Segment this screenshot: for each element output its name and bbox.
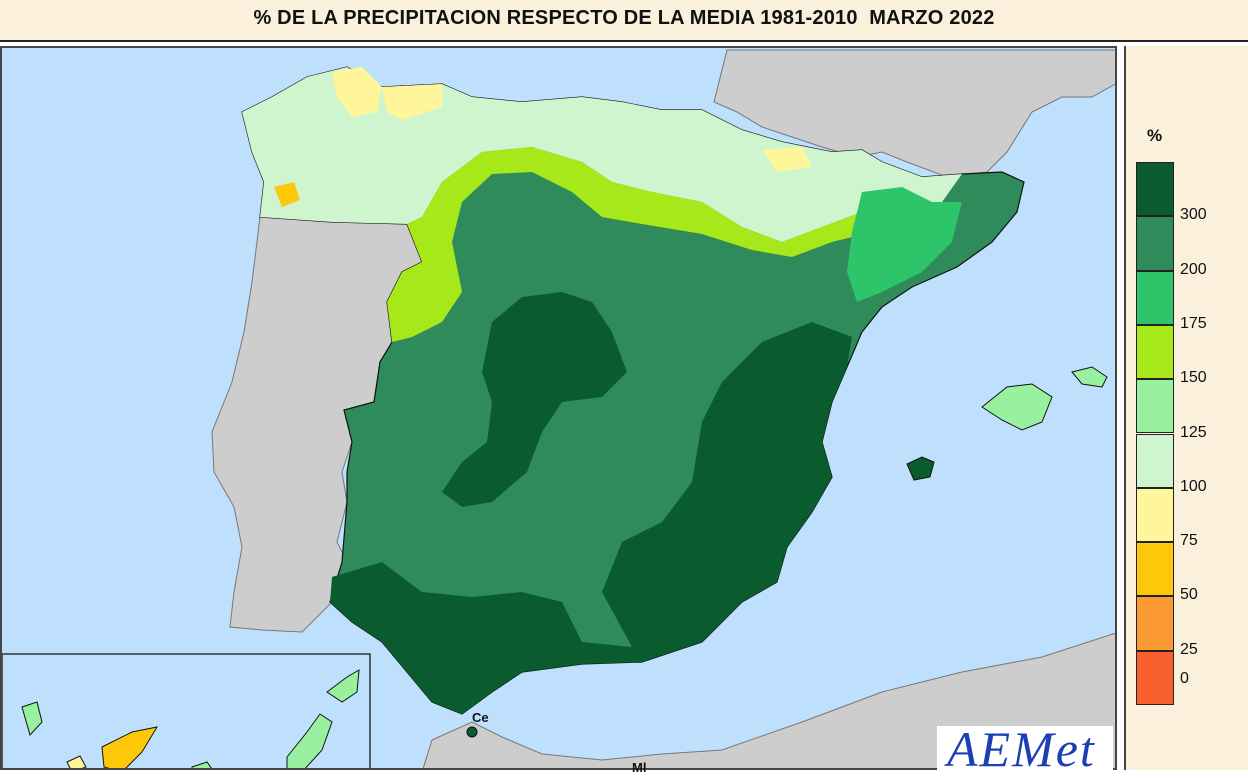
legend-label: 125 [1180,423,1207,441]
zone-75-navarra [762,147,812,172]
island-menorca [1071,366,1108,388]
legend-label: 150 [1180,369,1207,387]
island-ibiza [906,456,935,481]
legend-swatch [1136,216,1174,271]
map-frame [0,46,1117,770]
island-grancanaria [191,761,212,768]
legend-swatch [1136,542,1174,597]
legend-label: 25 [1180,640,1198,658]
island-tenerife [101,726,159,768]
island-fuerteventura [286,713,333,768]
zone-300-center [442,292,627,507]
island-gomera [66,755,87,768]
legend-label: 175 [1180,314,1207,332]
title-bar: % DE LA PRECIPITACION RESPECTO DE LA MED… [0,0,1248,42]
legend-swatch [1136,487,1174,543]
label-melilla: Ml [632,760,647,775]
legend-label: 50 [1180,586,1198,604]
legend-swatch [1136,270,1174,325]
island-mallorca [981,383,1053,431]
legend-label: 0 [1180,669,1189,687]
legend-label: 200 [1180,260,1207,278]
zone-50-galicia [274,182,300,207]
ceuta-marker [466,726,478,738]
legend-swatch [1136,379,1174,434]
legend-swatch [1136,324,1174,380]
legend-label: 75 [1180,532,1198,550]
map-title: % DE LA PRECIPITACION RESPECTO DE LA MED… [253,7,995,29]
legend-unit: % [1147,126,1163,145]
legend-swatch [1136,433,1174,488]
land-france [713,49,1115,178]
legend-label: 100 [1180,477,1207,495]
legend-swatch [1136,162,1174,217]
zone-150-north [387,147,882,342]
label-ceuta: Ce [472,710,489,725]
legend-swatch [1136,596,1174,651]
zone-175-catalonia [847,187,962,302]
zone-300-south [330,322,852,714]
zone-75-northwest [332,67,382,117]
logo-text: AEMet [947,721,1096,777]
island-lapalma [21,701,43,736]
aemet-logo: AEMet [937,721,1113,777]
island-lanzarote [326,669,360,703]
legend-swatch [1136,650,1174,705]
zone-75-asturias [382,84,442,120]
legend-label: 300 [1180,206,1207,224]
precipitation-map [2,48,1115,768]
